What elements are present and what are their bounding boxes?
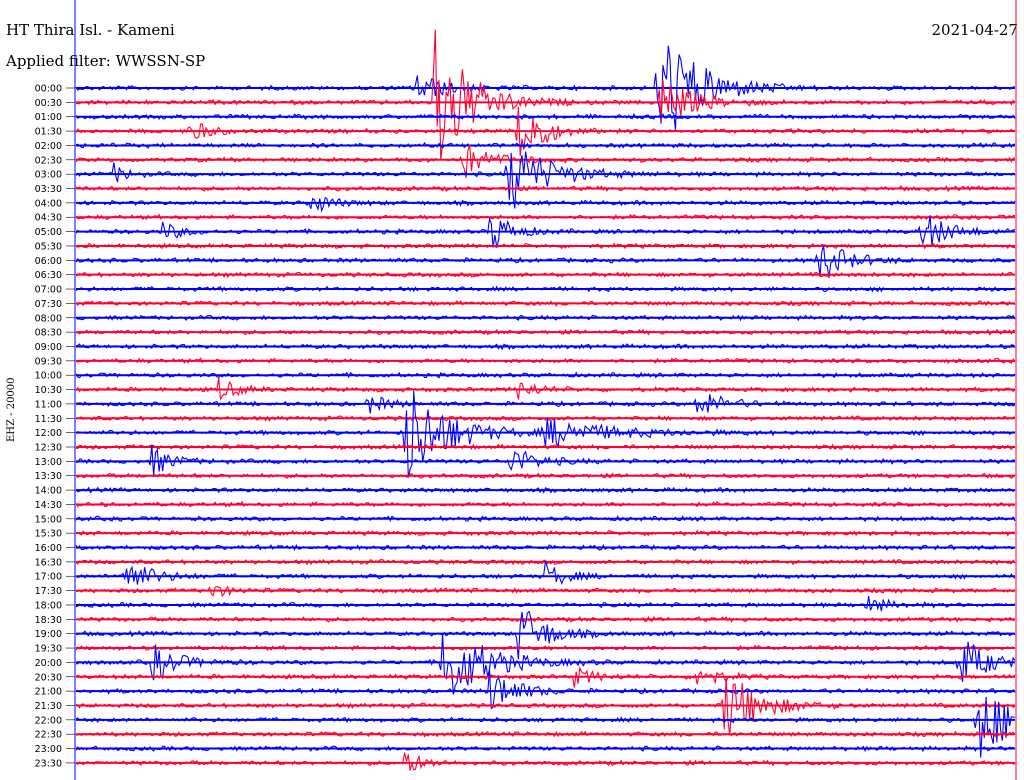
date-label: 2021-04-27 xyxy=(931,21,1018,39)
row-label: 22:30 xyxy=(35,730,62,741)
filter-label: Applied filter: WWSSN-SP xyxy=(6,52,206,70)
trace-row-0030 xyxy=(75,29,1016,161)
row-label: 22:00 xyxy=(35,715,62,726)
row-label: 04:00 xyxy=(35,198,62,209)
row-label: 21:00 xyxy=(35,687,62,698)
trace-row-0000 xyxy=(75,45,1016,130)
row-label: 18:00 xyxy=(35,600,62,611)
row-label: 11:00 xyxy=(35,399,62,410)
row-label: 19:30 xyxy=(35,644,62,655)
row-label: 06:00 xyxy=(35,256,62,267)
row-label: 17:30 xyxy=(35,586,62,597)
row-label: 07:00 xyxy=(35,285,62,296)
row-label: 19:00 xyxy=(35,629,62,640)
row-label: 12:00 xyxy=(35,428,62,439)
row-label: 08:00 xyxy=(35,313,62,324)
row-label: 17:00 xyxy=(35,572,62,583)
trace-row-1300 xyxy=(75,444,1016,476)
trace-row-2000 xyxy=(75,633,1016,695)
row-label: 12:30 xyxy=(35,443,62,454)
trace-row-1800 xyxy=(75,596,1016,612)
row-label: 18:30 xyxy=(35,615,62,626)
row-label: 00:30 xyxy=(35,98,62,109)
row-label: 10:00 xyxy=(35,371,62,382)
row-label: 16:00 xyxy=(35,543,62,554)
row-label: 23:00 xyxy=(35,744,62,755)
trace-row-2330 xyxy=(75,752,1016,771)
row-label: 06:30 xyxy=(35,270,62,281)
row-labels: 00:00 00:30 01:00 01:30 02:00 02:30 03:00 03:30… xyxy=(35,84,75,769)
row-label: 21:30 xyxy=(35,701,62,712)
trace-row-2030 xyxy=(75,665,1016,688)
row-label: 10:30 xyxy=(35,385,62,396)
row-label: 01:00 xyxy=(35,112,62,123)
trace-row-0400 xyxy=(75,196,1016,213)
row-label: 20:30 xyxy=(35,672,62,683)
row-label: 00:00 xyxy=(35,84,62,95)
row-label: 09:30 xyxy=(35,356,62,367)
row-label: 15:00 xyxy=(35,514,62,525)
row-label: 11:30 xyxy=(35,414,62,425)
row-label: 01:30 xyxy=(35,127,62,138)
row-label: 20:00 xyxy=(35,658,62,669)
row-label: 15:30 xyxy=(35,529,62,540)
row-label: 02:30 xyxy=(35,155,62,166)
row-label: 07:30 xyxy=(35,299,62,310)
trace-row-1700 xyxy=(75,560,1016,585)
row-label: 05:30 xyxy=(35,241,62,252)
row-label: 23:30 xyxy=(35,758,62,769)
row-label: 03:00 xyxy=(35,170,62,181)
row-label: 04:30 xyxy=(35,213,62,224)
row-label: 13:00 xyxy=(35,457,62,468)
trace-row-0300 xyxy=(75,151,1016,209)
station-title: HT Thira Isl. - Kameni xyxy=(6,21,175,39)
row-label: 08:30 xyxy=(35,328,62,339)
row-label: 09:00 xyxy=(35,342,62,353)
row-label: 05:00 xyxy=(35,227,62,238)
row-label: 14:00 xyxy=(35,486,62,497)
traces xyxy=(75,29,1016,771)
row-label: 14:30 xyxy=(35,500,62,511)
row-label: 16:30 xyxy=(35,557,62,568)
row-label: 03:30 xyxy=(35,184,62,195)
trace-row-2100 xyxy=(75,669,1016,710)
row-label: 13:30 xyxy=(35,471,62,482)
row-label: 02:00 xyxy=(35,141,62,152)
